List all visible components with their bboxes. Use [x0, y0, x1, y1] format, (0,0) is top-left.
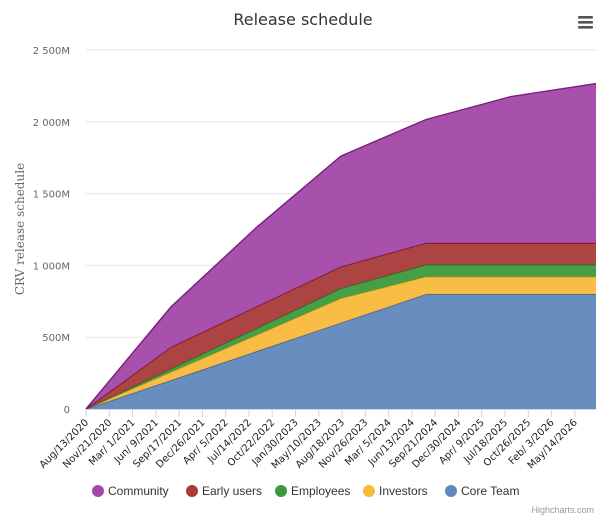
- legend-label: Investors: [379, 484, 428, 498]
- y-tick-label: 1 000M: [33, 261, 70, 272]
- legend: Community Early users Employees Investors Co…: [92, 484, 519, 498]
- legend-item-community[interactable]: Community: [92, 484, 169, 498]
- y-axis: 0 500M 1 000M 1 500M 2 000M 2 500M: [33, 46, 70, 416]
- y-axis-title: CRV release schedule: [13, 163, 27, 295]
- legend-symbol: [445, 485, 457, 497]
- chart-title: Release schedule: [233, 10, 372, 29]
- line-community: [85, 82, 597, 410]
- legend-label: Employees: [291, 484, 350, 498]
- y-tick-label: 2 000M: [33, 118, 70, 129]
- legend-symbol: [186, 485, 198, 497]
- credits-link[interactable]: Highcharts.com: [531, 505, 594, 515]
- legend-label: Core Team: [461, 484, 519, 498]
- legend-item-investors[interactable]: Investors: [363, 484, 428, 498]
- area-core-team: [86, 294, 596, 409]
- legend-symbol: [275, 485, 287, 497]
- legend-item-early-users[interactable]: Early users: [186, 484, 262, 498]
- menu-button[interactable]: [570, 10, 600, 36]
- legend-item-core-team[interactable]: Core Team: [445, 484, 519, 498]
- legend-label: Community: [108, 484, 169, 498]
- area-early-users: [86, 243, 596, 409]
- legend-label: Early users: [202, 484, 262, 498]
- area-community: [86, 83, 596, 409]
- hamburger-menu-icon[interactable]: [578, 16, 593, 29]
- legend-item-employees[interactable]: Employees: [275, 484, 350, 498]
- legend-symbol: [92, 485, 104, 497]
- y-tick-label: 1 500M: [33, 190, 70, 201]
- area-employees: [86, 264, 596, 409]
- y-tick-label: 0: [64, 405, 70, 416]
- y-tick-label: 500M: [42, 333, 70, 344]
- area-investors: [86, 276, 596, 409]
- plot-areas: [85, 82, 597, 410]
- y-tick-label: 2 500M: [33, 46, 70, 57]
- legend-symbol: [363, 485, 375, 497]
